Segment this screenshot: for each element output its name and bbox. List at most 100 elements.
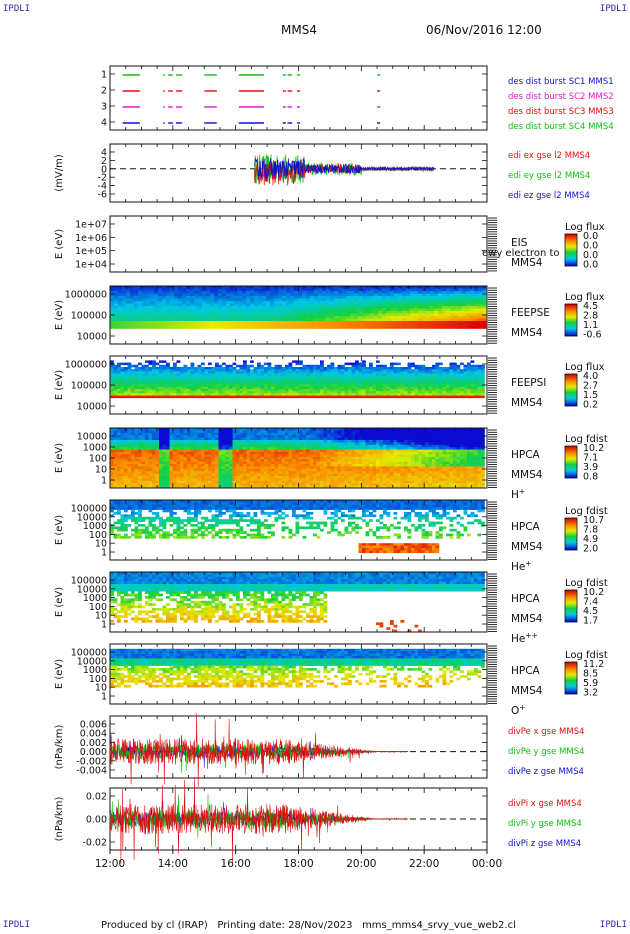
spectrogram-cell (285, 389, 289, 392)
spectrogram-cell (270, 321, 275, 324)
spectrogram-cell (362, 375, 366, 379)
spectrogram-cell (474, 296, 479, 299)
spectrogram-cell (314, 316, 319, 319)
spectrogram-cell (114, 288, 119, 292)
spectrogram-cell (274, 296, 279, 299)
spectrogram-cell (414, 316, 419, 319)
colorbar-cell (565, 241, 577, 243)
spectrogram-cell (162, 442, 167, 446)
spectrogram-cell (362, 291, 367, 294)
spectrogram-cell (386, 386, 391, 390)
spectrogram-cell (208, 428, 212, 431)
spectrogram-cell (253, 437, 258, 441)
spectrogram-cell (148, 480, 153, 484)
spectrogram-cell (358, 321, 363, 324)
spectrogram-cell (180, 464, 184, 467)
spectrogram-cell (474, 326, 479, 329)
spectrogram-cell (113, 456, 118, 460)
colorbar-cell (565, 381, 577, 383)
spectrogram-cell (152, 435, 156, 438)
spectrogram-cell (243, 466, 247, 470)
spectrogram-cell (285, 384, 289, 388)
spectrogram-cell (211, 473, 216, 477)
spectrogram-cell (253, 430, 258, 434)
spectrogram-cell (250, 435, 254, 438)
spectrogram-cell (418, 306, 423, 309)
spectrogram-cell (267, 461, 272, 465)
spectrogram-cell (383, 373, 387, 377)
spectrogram-cell (407, 375, 412, 379)
spectrogram-cell (299, 375, 303, 379)
spectrogram-cell (127, 371, 132, 374)
spectrogram-cell (134, 395, 139, 399)
spectrogram-cell (421, 364, 426, 368)
spectrogram-cell (435, 389, 440, 392)
spectrogram-cell (173, 461, 177, 465)
spectrogram-cell (295, 393, 300, 396)
spectrogram-cell (150, 308, 155, 312)
colorbar-cell (565, 256, 577, 258)
spectrogram-cell (274, 478, 279, 482)
spectrogram-cell (257, 444, 261, 448)
spectrogram-cell (162, 444, 167, 448)
spectrogram-cell (310, 313, 315, 317)
spectrogram-cell (130, 298, 135, 302)
spectrogram-cell (258, 306, 263, 309)
spectrogram-cell (206, 326, 211, 329)
spectrogram-cell (197, 389, 202, 392)
spectrogram-cell (166, 449, 170, 453)
spectrogram-cell (183, 437, 188, 441)
spectrogram-cell (173, 480, 177, 484)
spectrogram-cell (236, 483, 240, 486)
spectrogram-cell (201, 393, 205, 396)
spectrogram-cell (148, 440, 153, 443)
spectrogram-cell (113, 444, 118, 448)
spectrogram-cell (327, 395, 331, 399)
spectrogram-cell (124, 468, 128, 472)
spectrogram-cell (271, 459, 275, 462)
spectrogram-cell (190, 432, 195, 436)
spectrogram-cell (110, 298, 115, 302)
spectrogram-cell (204, 476, 209, 479)
spectrogram-cell (274, 456, 279, 460)
spectrogram-cell (187, 478, 191, 482)
spectrogram-cell (176, 430, 181, 434)
spectrogram-cell (334, 389, 338, 392)
spectrogram-cell (358, 301, 363, 304)
spectrogram-cell (138, 430, 142, 434)
spectrogram-cell (124, 391, 128, 394)
spectrogram-cell (114, 321, 119, 324)
spectrogram-cell (282, 318, 287, 322)
spectrogram-cell (176, 380, 181, 383)
spectrogram-cell (338, 291, 343, 294)
spectrogram-cell (159, 437, 163, 441)
spectrogram-cell (201, 362, 205, 366)
spectrogram-cell (344, 393, 349, 396)
spectrogram-cell (370, 303, 375, 307)
spectrogram-cell (342, 291, 347, 294)
spectrogram-cell (194, 428, 198, 431)
spectrogram-cell (218, 428, 223, 431)
spectrogram-cell (180, 382, 184, 385)
spectrogram-cell (288, 389, 293, 392)
spectrogram-cell (173, 430, 177, 434)
spectrogram-cell (358, 288, 363, 292)
spectrogram-cell (110, 430, 114, 434)
spectrogram-cell (370, 308, 375, 312)
spectrogram-cell (169, 437, 174, 441)
spectrogram-cell (238, 306, 243, 309)
spectrogram-cell (414, 288, 419, 292)
spectrogram-cell (306, 369, 310, 372)
spectrogram-cell (446, 308, 451, 312)
spectrogram-cell (320, 378, 324, 381)
spectrogram-cell (404, 389, 408, 392)
spectrogram-cell (120, 485, 125, 489)
spectrogram-cell (274, 454, 279, 458)
spectrogram-cell (267, 432, 272, 436)
spectrogram-cell (182, 316, 187, 319)
spectrogram-cell (322, 293, 327, 297)
spectrogram-cell (393, 362, 398, 366)
spectrogram-cell (169, 430, 174, 434)
spectrogram-cell (246, 449, 251, 453)
spectrogram-cell (190, 468, 195, 472)
